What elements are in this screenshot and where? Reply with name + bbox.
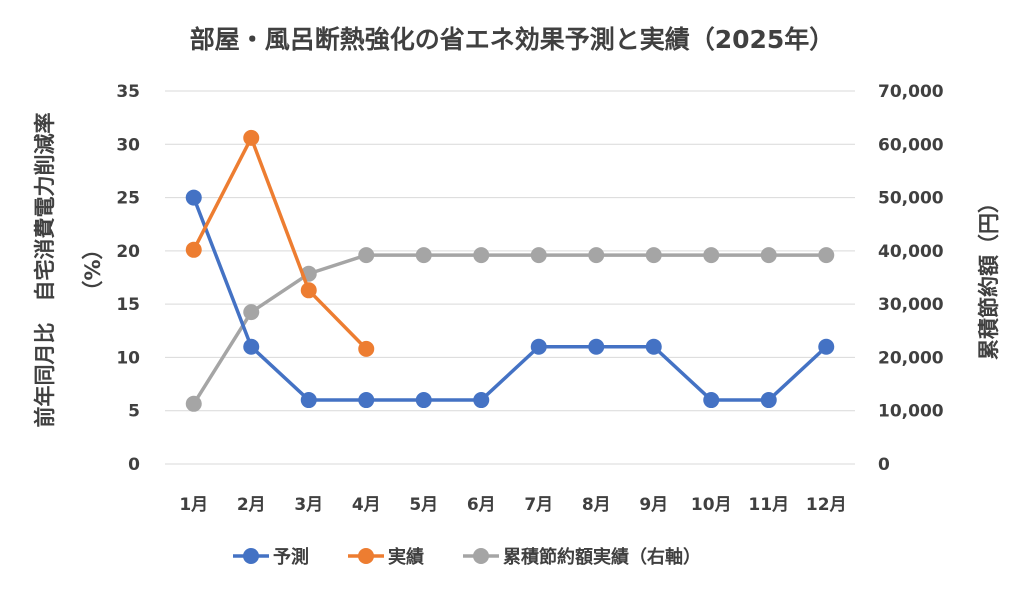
data-point bbox=[473, 247, 490, 264]
data-point bbox=[358, 340, 375, 357]
right-tick-label: 50,000 bbox=[878, 189, 944, 209]
data-point bbox=[415, 247, 432, 264]
series-line bbox=[192, 196, 828, 402]
left-tick-label: 30 bbox=[116, 135, 140, 155]
series-line bbox=[192, 136, 368, 351]
data-point bbox=[760, 392, 777, 409]
data-point bbox=[703, 392, 720, 409]
x-tick-label: 3月 bbox=[294, 495, 323, 515]
data-point bbox=[818, 247, 835, 264]
right-axis-ticks: 0 10,000 20,000 30,000 40,000 50,000 60,000 70,… bbox=[878, 82, 944, 475]
right-tick-label: 20,000 bbox=[878, 348, 944, 368]
left-tick-label: 15 bbox=[116, 295, 140, 315]
x-tick-label: 8月 bbox=[582, 495, 611, 515]
data-point bbox=[185, 189, 202, 206]
gridlines bbox=[165, 90, 855, 465]
data-point bbox=[645, 247, 662, 264]
data-point bbox=[818, 338, 835, 355]
legend-marker bbox=[473, 548, 489, 564]
left-tick-label: 0 bbox=[128, 455, 140, 475]
left-tick-label: 10 bbox=[116, 348, 140, 368]
x-tick-label: 6月 bbox=[467, 495, 496, 515]
legend-label: 累積節約額実績（右軸） bbox=[503, 546, 701, 568]
data-point bbox=[185, 241, 202, 258]
data-point bbox=[358, 392, 375, 409]
left-axis-title: 前年同月比 自宅消費電力削減率 bbox=[33, 113, 57, 428]
data-point bbox=[703, 247, 720, 264]
data-point bbox=[243, 304, 260, 321]
series-2 bbox=[185, 247, 835, 412]
x-tick-label: 11月 bbox=[748, 495, 789, 515]
x-axis-ticks: 1月 2月 3月 4月 5月 6月 7月 8月 9月 10月 11月 12月 bbox=[179, 495, 846, 515]
right-tick-label: 70,000 bbox=[878, 82, 944, 102]
data-point bbox=[185, 395, 202, 412]
legend-item: 予測 bbox=[233, 546, 309, 568]
x-tick-label: 4月 bbox=[352, 495, 381, 515]
data-point bbox=[530, 338, 547, 355]
data-point bbox=[588, 247, 605, 264]
legend-marker bbox=[358, 548, 374, 564]
x-tick-label: 5月 bbox=[409, 495, 438, 515]
left-axis-title-line2: （%） bbox=[81, 238, 105, 301]
right-tick-label: 30,000 bbox=[878, 295, 944, 315]
data-point bbox=[300, 282, 317, 299]
series-line bbox=[192, 253, 827, 405]
right-axis-title: 累積節約額（円） bbox=[977, 192, 1001, 360]
data-point bbox=[415, 392, 432, 409]
legend-label: 予測 bbox=[273, 546, 309, 568]
data-point bbox=[645, 338, 662, 355]
x-tick-label: 10月 bbox=[691, 495, 732, 515]
data-point bbox=[588, 338, 605, 355]
left-tick-label: 20 bbox=[116, 242, 140, 262]
left-tick-label: 5 bbox=[128, 402, 140, 422]
right-tick-label: 0 bbox=[878, 455, 890, 475]
legend-item: 累積節約額実績（右軸） bbox=[463, 546, 701, 568]
left-tick-label: 35 bbox=[116, 82, 140, 102]
series-0 bbox=[185, 189, 835, 409]
data-point bbox=[300, 392, 317, 409]
x-tick-label: 7月 bbox=[524, 495, 553, 515]
right-tick-label: 40,000 bbox=[878, 242, 944, 262]
x-tick-label: 9月 bbox=[639, 495, 668, 515]
x-tick-label: 12月 bbox=[806, 495, 847, 515]
legend-label: 実績 bbox=[388, 546, 424, 568]
data-point bbox=[473, 392, 490, 409]
legend-marker bbox=[243, 548, 259, 564]
series-1 bbox=[185, 129, 375, 357]
data-point bbox=[243, 338, 260, 355]
data-point bbox=[530, 247, 547, 264]
left-axis-title-line1: 前年同月比 自宅消費電力削減率 bbox=[33, 113, 57, 428]
x-tick-label: 1月 bbox=[179, 495, 208, 515]
data-point bbox=[358, 247, 375, 264]
left-axis-ticks: 0 5 10 15 20 25 30 35 bbox=[116, 82, 140, 475]
data-point bbox=[760, 247, 777, 264]
right-tick-label: 10,000 bbox=[878, 402, 944, 422]
right-tick-label: 60,000 bbox=[878, 135, 944, 155]
chart-title: 部屋・風呂断熱強化の省エネ効果予測と実績（2025年） bbox=[190, 25, 835, 54]
left-axis-unit: （%） bbox=[81, 238, 105, 301]
legend: 予測 実績 累積節約額実績（右軸） bbox=[233, 546, 701, 568]
data-point bbox=[243, 129, 260, 146]
right-axis-title-text: 累積節約額（円） bbox=[977, 192, 1001, 360]
series-lines bbox=[185, 129, 835, 412]
left-tick-label: 25 bbox=[116, 189, 140, 209]
legend-item: 実績 bbox=[348, 546, 424, 568]
x-tick-label: 2月 bbox=[237, 495, 266, 515]
